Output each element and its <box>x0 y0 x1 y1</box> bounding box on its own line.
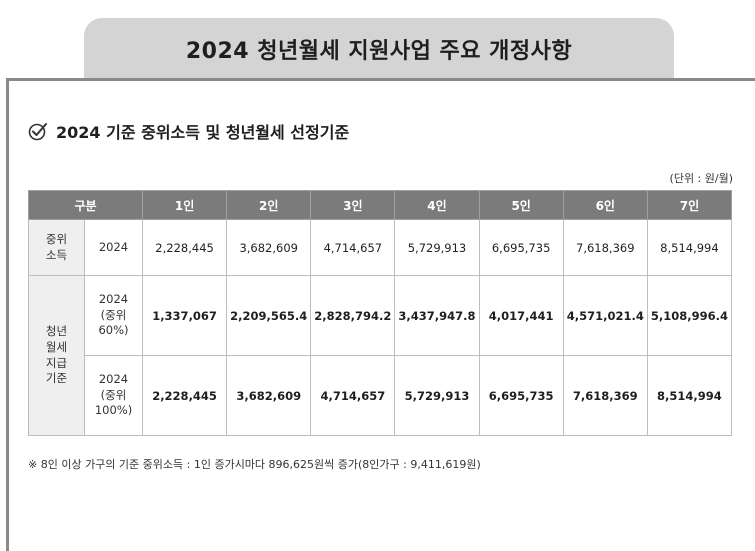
table-cell: 2,228,445 <box>141 219 228 276</box>
table-cell: 5,108,996.4 <box>646 275 733 356</box>
header-category: 구분 <box>28 190 143 220</box>
unit-label: (단위 : 원/월) <box>669 172 733 185</box>
table-cell: 3,682,609 <box>226 355 312 436</box>
check-circle-icon <box>28 123 47 141</box>
table-header-row: 구분 1인 2인 3인 4인 5인 6인 7인 <box>28 190 733 220</box>
page-title: 2024 청년월세 지원사업 주요 개정사항 <box>185 39 573 64</box>
table-cell: 8,514,994 <box>646 355 733 436</box>
header-persons: 4인 <box>394 190 480 220</box>
table-cell: 4,571,021.4 <box>562 275 648 356</box>
row-criteria-label: 2024 (중위 100%) <box>84 355 143 436</box>
table-cell: 7,618,369 <box>562 219 648 276</box>
row-label-median-income: 중위 소득 <box>28 219 85 276</box>
table-cell: 3,437,947.8 <box>394 275 480 356</box>
header-persons: 2인 <box>226 190 312 220</box>
table-cell: 5,729,913 <box>394 355 480 436</box>
table-cell: 6,695,735 <box>478 219 564 276</box>
table-row: 청년 월세 지급 기준 2024 (중위 60%) 1,337,067 2,209,5… <box>28 275 733 436</box>
footnote: ※ 8인 이상 가구의 기준 중위소득 : 1인 증가시마다 896,625원씩… <box>28 458 481 471</box>
header-persons: 5인 <box>478 190 564 220</box>
row-criteria-label: 2024 (중위 60%) <box>84 275 143 356</box>
table-cell: 2,209,565.4 <box>226 275 312 356</box>
page-title-tab: 2024 청년월세 지원사업 주요 개정사항 <box>84 18 674 80</box>
table-row: 중위 소득 2024 2,228,445 3,682,609 4,714,657 5,72… <box>28 219 733 276</box>
header-persons: 1인 <box>141 190 228 220</box>
header-persons: 7인 <box>646 190 733 220</box>
table-cell: 8,514,994 <box>646 219 733 276</box>
table-cell: 4,714,657 <box>310 219 396 276</box>
section-heading: 2024 기준 중위소득 및 청년월세 선정기준 <box>28 117 349 145</box>
row-label-support-criteria: 청년 월세 지급 기준 <box>28 275 85 436</box>
table-cell: 4,017,441 <box>478 275 564 356</box>
section-title: 2024 기준 중위소득 및 청년월세 선정기준 <box>56 123 350 142</box>
header-persons: 3인 <box>310 190 396 220</box>
table-cell: 2,228,445 <box>141 355 228 436</box>
table-cell: 2,828,794.2 <box>310 275 396 356</box>
header-persons: 6인 <box>562 190 648 220</box>
table-row: 2024 (중위 100%) 2,228,445 3,682,609 4,714,65… <box>29 355 733 436</box>
table-cell: 4,714,657 <box>310 355 396 436</box>
table-cell: 6,695,735 <box>478 355 564 436</box>
income-criteria-table: 구분 1인 2인 3인 4인 5인 6인 7인 중위 소득 2024 2,228,445 3,68… <box>28 190 733 436</box>
table-cell: 7,618,369 <box>562 355 648 436</box>
table-cell: 1,337,067 <box>141 275 228 356</box>
row-year: 2024 <box>84 219 143 276</box>
table-cell: 3,682,609 <box>226 219 312 276</box>
table-cell: 5,729,913 <box>394 219 480 276</box>
